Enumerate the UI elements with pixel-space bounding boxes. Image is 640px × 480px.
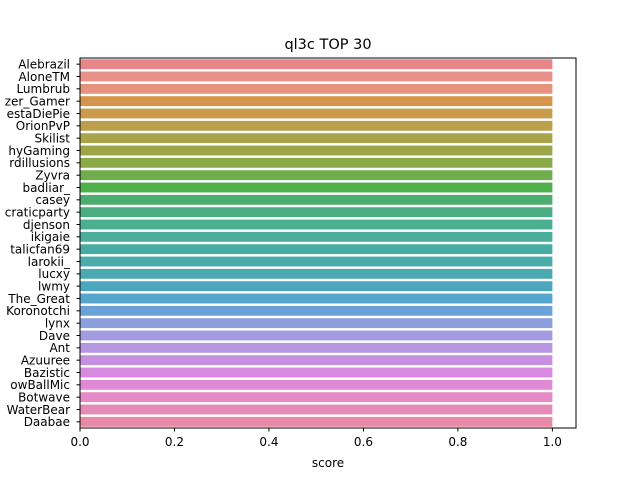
chart-title: ql3c TOP 30: [284, 37, 371, 53]
y-tick-label-23: Ant: [49, 341, 70, 355]
y-axis-ticks: AlebrazilAloneTMLumbrubzer_GamerestaDieP…: [5, 57, 80, 429]
y-tick-label-25: Bazistic: [24, 366, 70, 380]
y-tick-label-7: hyGaming: [8, 144, 70, 158]
y-tick-label-4: estaDiePie: [7, 107, 70, 121]
bar-18: [80, 281, 553, 292]
bar-3: [80, 96, 553, 107]
bar-12: [80, 207, 553, 218]
y-tick-label-29: Daabae: [24, 415, 70, 429]
bar-0: [80, 59, 553, 70]
bar-9: [80, 170, 553, 181]
bar-16: [80, 256, 553, 267]
bar-13: [80, 219, 553, 230]
x-tick-label-2: 0.4: [259, 435, 278, 449]
bar-7: [80, 145, 553, 156]
x-tick-label-3: 0.6: [354, 435, 373, 449]
bar-19: [80, 293, 553, 304]
y-tick-label-17: lucxy: [38, 267, 70, 281]
bar-15: [80, 244, 553, 255]
y-tick-label-19: The_Great: [7, 292, 70, 306]
bar-1: [80, 71, 553, 82]
x-tick-label-5: 1.0: [543, 435, 562, 449]
y-tick-label-8: rdillusions: [9, 156, 70, 170]
bar-17: [80, 268, 553, 279]
y-tick-label-6: Skilist: [34, 131, 70, 145]
x-tick-label-0: 0.0: [70, 435, 89, 449]
x-tick-label-4: 0.8: [448, 435, 467, 449]
y-tick-label-9: Zyvra: [35, 168, 70, 182]
bar-28: [80, 404, 553, 415]
y-tick-label-26: owBallMic: [10, 378, 70, 392]
bar-23: [80, 342, 553, 353]
y-tick-label-24: Azuuree: [21, 353, 70, 367]
y-tick-label-10: badliar_: [22, 181, 71, 195]
y-tick-label-18: lwmy: [38, 279, 70, 293]
y-tick-label-2: Lumbrub: [16, 82, 70, 96]
y-tick-label-22: Dave: [39, 329, 70, 343]
bar-21: [80, 318, 553, 329]
bar-11: [80, 194, 553, 205]
x-axis-label: score: [312, 456, 344, 470]
bar-6: [80, 133, 553, 144]
bar-26: [80, 379, 553, 390]
y-tick-label-1: AloneTM: [18, 70, 70, 84]
y-tick-label-0: Alebrazil: [18, 57, 70, 71]
y-tick-label-20: Koronotchi: [6, 304, 70, 318]
bar-14: [80, 231, 553, 242]
y-tick-label-3: zer_Gamer: [5, 94, 70, 108]
bar-5: [80, 120, 553, 131]
y-tick-label-16: larokii_: [28, 255, 71, 269]
bar-27: [80, 392, 553, 403]
bar-20: [80, 305, 553, 316]
bar-8: [80, 157, 553, 168]
bar-29: [80, 416, 553, 427]
y-tick-label-15: talicfan69: [10, 242, 70, 256]
bar-4: [80, 108, 553, 119]
y-tick-label-21: lynx: [45, 316, 70, 330]
y-tick-label-13: djenson: [23, 218, 70, 232]
y-tick-label-5: OrionPvP: [16, 119, 70, 133]
bars-group: [80, 59, 553, 427]
bar-22: [80, 330, 553, 341]
bar-25: [80, 367, 553, 378]
y-tick-label-12: cratic​party: [5, 205, 70, 219]
y-tick-label-28: WaterBear: [7, 403, 70, 417]
y-tick-label-27: Botwave: [18, 390, 70, 404]
bar-2: [80, 83, 553, 94]
x-tick-label-1: 0.2: [165, 435, 184, 449]
y-tick-label-14: ikigaie: [31, 230, 70, 244]
bar-24: [80, 355, 553, 366]
y-tick-label-11: casey: [35, 193, 70, 207]
plot-frame: [79, 57, 577, 429]
x-axis-ticks: 0.0 0.2 0.4 0.6 0.8 1.0: [70, 428, 562, 449]
bar-10: [80, 182, 553, 193]
